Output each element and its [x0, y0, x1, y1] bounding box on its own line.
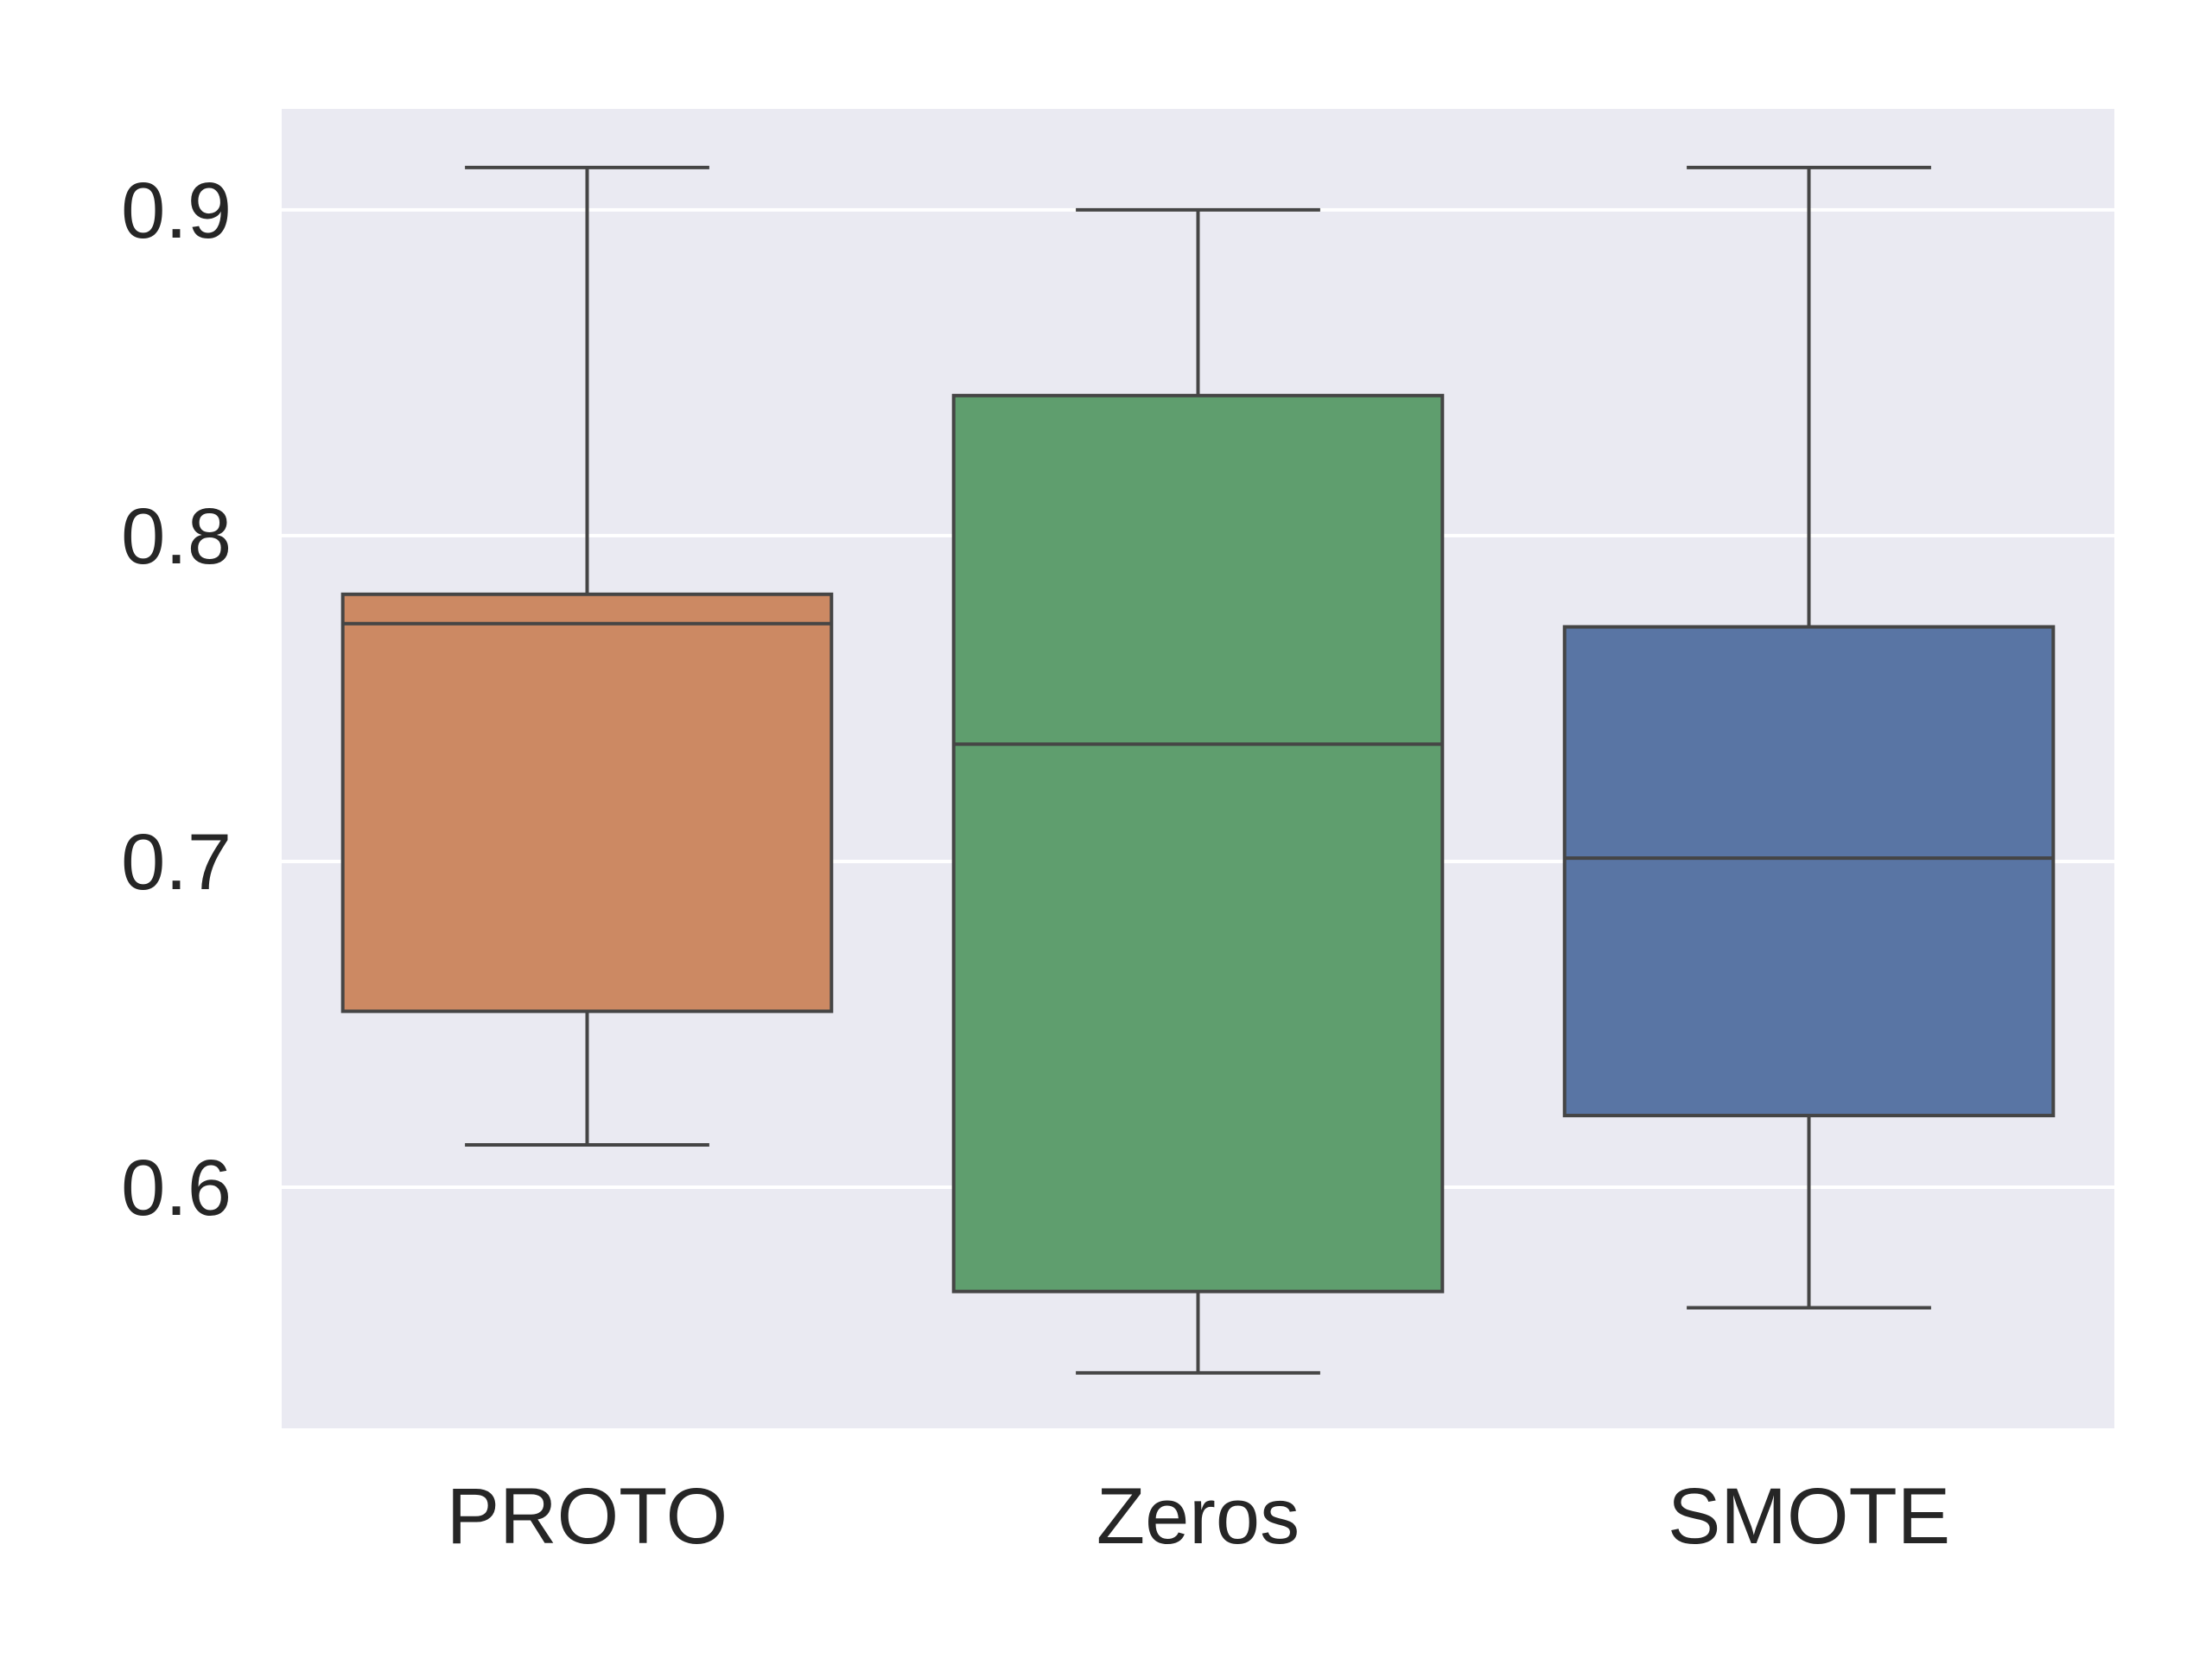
iqr-box — [951, 393, 1445, 1294]
x-tick-label-smote: SMOTE — [1668, 1472, 1950, 1560]
y-tick-label: 0.9 — [121, 167, 232, 255]
y-tick-label: 0.7 — [121, 818, 232, 906]
box-zeros — [951, 207, 1445, 1375]
y-tick-label: 0.6 — [121, 1144, 232, 1232]
iqr-box — [1562, 625, 2056, 1118]
y-axis-ticks: 0.6 0.7 0.8 0.9 — [121, 167, 232, 1232]
box-proto — [340, 165, 834, 1147]
iqr-box — [340, 592, 834, 1014]
x-tick-label-proto: PROTO — [447, 1472, 728, 1560]
box-smote — [1562, 165, 2056, 1310]
boxes — [340, 165, 2056, 1375]
x-axis-ticks: PROTO Zeros SMOTE — [447, 1472, 1950, 1560]
y-tick-label: 0.8 — [121, 493, 232, 581]
x-tick-label-zeros: Zeros — [1096, 1472, 1300, 1560]
